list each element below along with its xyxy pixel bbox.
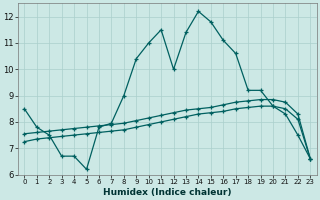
X-axis label: Humidex (Indice chaleur): Humidex (Indice chaleur) [103,188,232,197]
